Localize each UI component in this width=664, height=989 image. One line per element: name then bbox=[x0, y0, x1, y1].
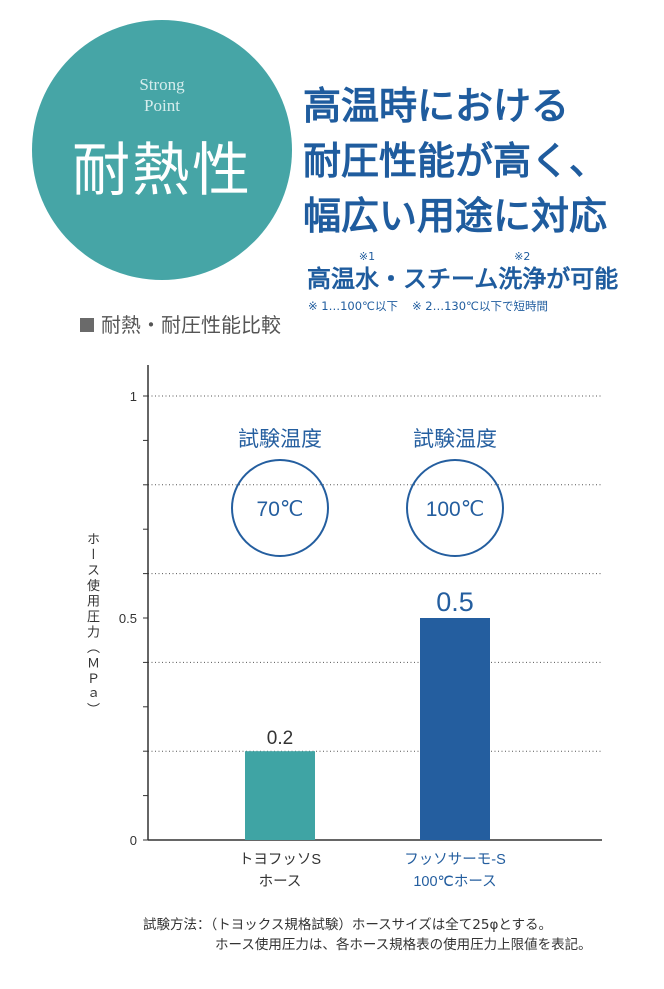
test-temperature-value: 100℃ bbox=[426, 498, 485, 521]
section-square-icon bbox=[80, 318, 94, 332]
feature-segment: 洗浄 bbox=[498, 265, 547, 293]
badge-subtitle: Strong Point bbox=[32, 74, 292, 116]
y-tick-label: 0.5 bbox=[119, 611, 137, 626]
headline-line: 高温時における bbox=[303, 84, 570, 128]
badge-title: 耐熱性 bbox=[71, 136, 252, 204]
bar-value-label: 0.5 bbox=[436, 587, 474, 617]
footnote: ※ 1…100℃以下 bbox=[308, 299, 398, 313]
pressure-comparison-chart: 0 0.5 1 0.2 試験温度 70℃ 0.5 試験温度 100℃ ホース使用圧力（ＭＰａ） … bbox=[0, 350, 664, 900]
y-axis-title: ホース使用圧力（ＭＰａ） bbox=[84, 532, 99, 718]
feature-segment-noted: 水 ※1 bbox=[355, 251, 379, 294]
headline-line: 幅広い用途に対応 bbox=[303, 194, 608, 238]
category-label: トヨフッソS ホース bbox=[238, 852, 322, 890]
test-method-note: 試験方法：（トヨックス規格試験）ホースサイズは全て25φとする。 bbox=[143, 917, 552, 933]
bar bbox=[245, 751, 315, 840]
badge-subtitle-line: Strong bbox=[139, 75, 185, 94]
y-tick-label: 1 bbox=[130, 389, 137, 404]
badge-subtitle-line: Point bbox=[144, 96, 180, 115]
chart-title: 耐熱・耐圧性能比較 bbox=[101, 313, 281, 337]
bar bbox=[420, 618, 490, 840]
test-temperature-value: 70℃ bbox=[257, 498, 304, 521]
category-label: フッソサーモ-S 100℃ホース bbox=[404, 852, 506, 890]
feature-line: 高温水 ※1 ・スチーム洗浄 ※2 が可能 bbox=[307, 251, 619, 294]
feature-segment: ・スチーム bbox=[379, 265, 499, 293]
bar-chart-svg: 0 0.5 1 0.2 試験温度 70℃ 0.5 試験温度 100℃ bbox=[119, 365, 602, 848]
test-temperature-label: 試験温度 bbox=[238, 428, 322, 451]
temperature-circle bbox=[231, 459, 329, 557]
strong-point-badge: Strong Point 耐熱性 bbox=[32, 20, 292, 280]
feature-segment-noted: 洗浄 ※2 bbox=[498, 251, 547, 294]
temperature-circle bbox=[406, 459, 504, 557]
feature-segment: が可能 bbox=[546, 265, 619, 293]
feature-segment: 高温 bbox=[307, 265, 355, 293]
footnote-marker: ※2 bbox=[514, 250, 531, 263]
headline-line: 耐圧性能が高く、 bbox=[303, 139, 608, 183]
headline: 高温時における 耐圧性能が高く、 幅広い用途に対応 bbox=[303, 79, 607, 244]
footnote: ※ 2…130℃以下で短時間 bbox=[411, 299, 548, 313]
footnote-marker: ※1 bbox=[358, 250, 376, 263]
bar-value-label: 0.2 bbox=[267, 728, 293, 749]
footnotes: ※ 1…100℃以下 ※ 2…130℃以下で短時間 bbox=[308, 298, 548, 314]
test-temperature-label: 試験温度 bbox=[413, 428, 497, 451]
pressure-rating-note: ホース使用圧力は、各ホース規格表の使用圧力上限値を表記。 bbox=[215, 937, 592, 953]
y-tick-label: 0 bbox=[130, 833, 137, 848]
feature-segment: 水 bbox=[355, 265, 379, 293]
